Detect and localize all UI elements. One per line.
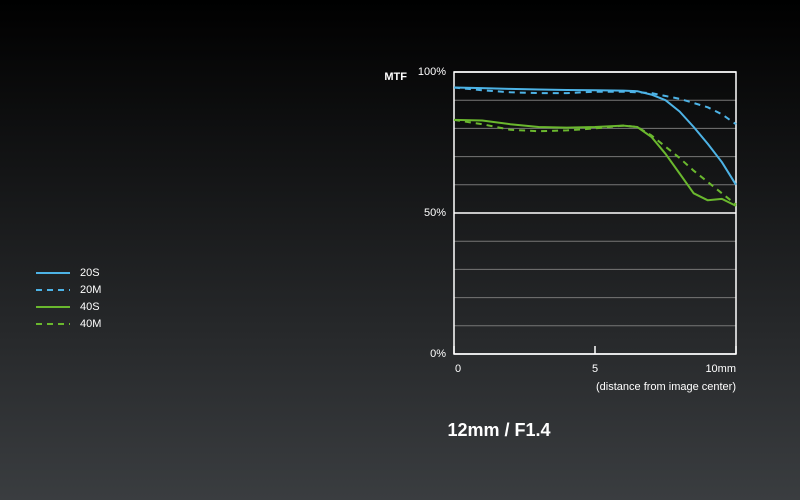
x-tick-label: 0 (455, 363, 461, 375)
legend-label: 40M (80, 318, 101, 330)
plot-frame (453, 71, 737, 355)
chart-title: 12mm / F1.4 (447, 420, 550, 440)
y-tick-label: 50% (424, 207, 446, 219)
legend-label: 20M (80, 284, 101, 296)
series-line (453, 118, 737, 206)
series-line (453, 86, 737, 186)
y-axis-label: MTF (384, 71, 407, 83)
y-tick-label: 0% (430, 348, 446, 360)
x-tick-label: 5 (592, 363, 598, 375)
x-tick-label: 10mm (705, 363, 736, 375)
y-tick-label: 100% (418, 66, 446, 78)
series-line (453, 118, 737, 207)
legend-label: 40S (80, 301, 100, 313)
series-line (453, 86, 737, 126)
x-axis-label: (distance from image center) (596, 381, 736, 393)
legend-label: 20S (80, 267, 100, 279)
